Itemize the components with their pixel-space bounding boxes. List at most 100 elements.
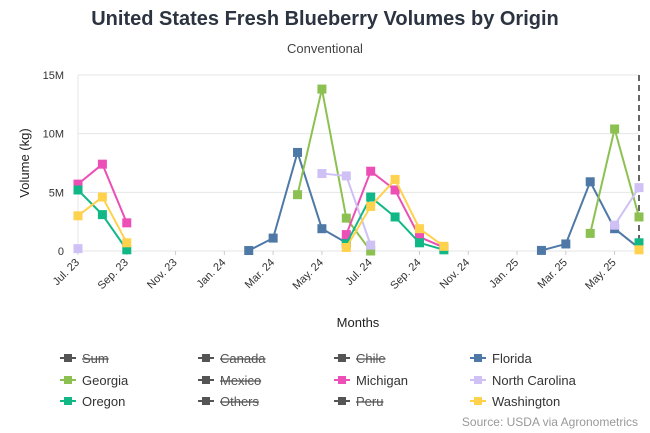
legend-item-chile[interactable]: Chile (334, 351, 386, 366)
x-tick-label: Jul. 24 (343, 257, 374, 288)
x-axis-ticks: Jul. 23 Sep. 23 Nov. 23 Jan. 24 Mar. 24 May. … (51, 251, 619, 292)
y-tick-label: 5M (49, 187, 64, 199)
legend-label-michigan: Michigan (356, 373, 408, 388)
x-tick-label: Nov. 23 (145, 257, 180, 292)
legend-label-georgia: Georgia (82, 373, 129, 388)
legend-swatch-marker (338, 376, 346, 384)
y-tick-label: 0 (58, 246, 64, 258)
legend-item-florida[interactable]: Florida (470, 351, 533, 366)
y-tick-label: 15M (43, 70, 64, 82)
data-point-michigan (97, 159, 107, 169)
grid-lines (77, 74, 639, 252)
legend-swatch-marker (202, 354, 210, 362)
legend-item-michigan[interactable]: Michigan (334, 373, 408, 388)
data-point-florida (244, 246, 254, 256)
legend-label-others: Others (220, 394, 260, 409)
legend-item-others[interactable]: Others (198, 394, 260, 409)
data-point-georgia (585, 228, 595, 238)
series-florida (244, 147, 644, 256)
data-point-georgia (634, 212, 644, 222)
data-point-georgia (293, 190, 303, 200)
legend-swatch-marker (474, 376, 482, 384)
legend-swatch-marker (64, 376, 72, 384)
data-point-washington (390, 174, 400, 184)
x-tick-label: Mar. 24 (243, 257, 277, 291)
legend[interactable]: Sum Canada Chile Florida Georgia Mexico Michig… (60, 351, 577, 409)
data-point-washington (366, 201, 376, 211)
y-axis-ticks: 0 5M 10M 15M (43, 70, 64, 258)
legend-item-peru[interactable]: Peru (334, 394, 383, 409)
data-point-florida (293, 147, 303, 157)
legend-item-sum[interactable]: Sum (60, 351, 109, 366)
legend-swatch-marker (64, 397, 72, 405)
data-point-north-carolina (366, 240, 376, 250)
data-point-north-carolina (341, 171, 351, 181)
data-point-north-carolina (73, 244, 83, 254)
data-point-michigan (341, 230, 351, 240)
series-washington (73, 174, 644, 255)
legend-swatch-marker (474, 397, 482, 405)
legend-swatch-marker (474, 354, 482, 362)
data-point-north-carolina (634, 183, 644, 193)
x-tick-label: Jan. 24 (194, 257, 228, 291)
series-north-carolina (73, 169, 644, 254)
data-point-florida (268, 233, 278, 243)
legend-label-oregon: Oregon (82, 394, 125, 409)
series-georgia (293, 84, 644, 256)
data-point-georgia (341, 213, 351, 223)
data-point-washington (122, 238, 132, 248)
series-line-north-carolina (613, 187, 640, 226)
data-point-georgia (610, 124, 620, 134)
legend-swatch-marker (338, 397, 346, 405)
data-point-washington (341, 242, 351, 252)
data-point-washington (634, 245, 644, 255)
legend-label-canada: Canada (220, 351, 266, 366)
data-point-oregon (73, 185, 83, 195)
x-tick-label: Nov. 24 (438, 257, 473, 292)
data-point-michigan (414, 232, 424, 242)
data-point-florida (536, 245, 546, 255)
data-point-florida (317, 224, 327, 234)
x-tick-label: Jan. 25 (487, 257, 521, 291)
data-point-washington (97, 192, 107, 202)
legend-label-chile: Chile (356, 351, 386, 366)
legend-label-mexico: Mexico (220, 373, 261, 388)
legend-swatch-marker (202, 376, 210, 384)
legend-swatch-marker (202, 397, 210, 405)
chart-subtitle: Conventional (287, 41, 363, 56)
source-note: Source: USDA via Agronometrics (461, 415, 638, 429)
legend-item-georgia[interactable]: Georgia (60, 373, 129, 388)
legend-item-washington[interactable]: Washington (470, 394, 560, 409)
legend-item-mexico[interactable]: Mexico (198, 373, 261, 388)
data-point-florida (561, 239, 571, 249)
data-point-michigan (390, 185, 400, 195)
legend-item-canada[interactable]: Canada (198, 351, 266, 366)
legend-item-north-carolina[interactable]: North Carolina (470, 373, 577, 388)
legend-swatch-marker (338, 354, 346, 362)
series-michigan (73, 159, 449, 252)
data-point-washington (439, 241, 449, 251)
x-tick-label: Sep. 24 (388, 257, 423, 292)
legend-label-north-carolina: North Carolina (492, 373, 577, 388)
data-point-michigan (122, 218, 132, 228)
data-point-georgia (317, 84, 327, 94)
legend-swatch-marker (64, 354, 72, 362)
data-point-oregon (122, 245, 132, 255)
data-point-oregon (634, 238, 644, 248)
data-point-michigan (366, 166, 376, 176)
series-line-georgia (589, 128, 640, 234)
chart-title: United States Fresh Blueberry Volumes by… (91, 8, 559, 30)
legend-item-oregon[interactable]: Oregon (60, 394, 125, 409)
x-tick-label: Sep. 23 (96, 257, 131, 292)
legend-label-peru: Peru (356, 394, 383, 409)
x-tick-label: Mar. 25 (536, 257, 570, 291)
data-point-oregon (390, 212, 400, 222)
data-point-oregon (366, 192, 376, 202)
series-group (73, 84, 644, 256)
y-axis-title: Volume (kg) (17, 128, 32, 197)
x-axis-title: Months (337, 315, 380, 330)
data-point-michigan (73, 179, 83, 189)
y-tick-label: 10M (43, 129, 64, 141)
legend-label-sum: Sum (82, 351, 109, 366)
